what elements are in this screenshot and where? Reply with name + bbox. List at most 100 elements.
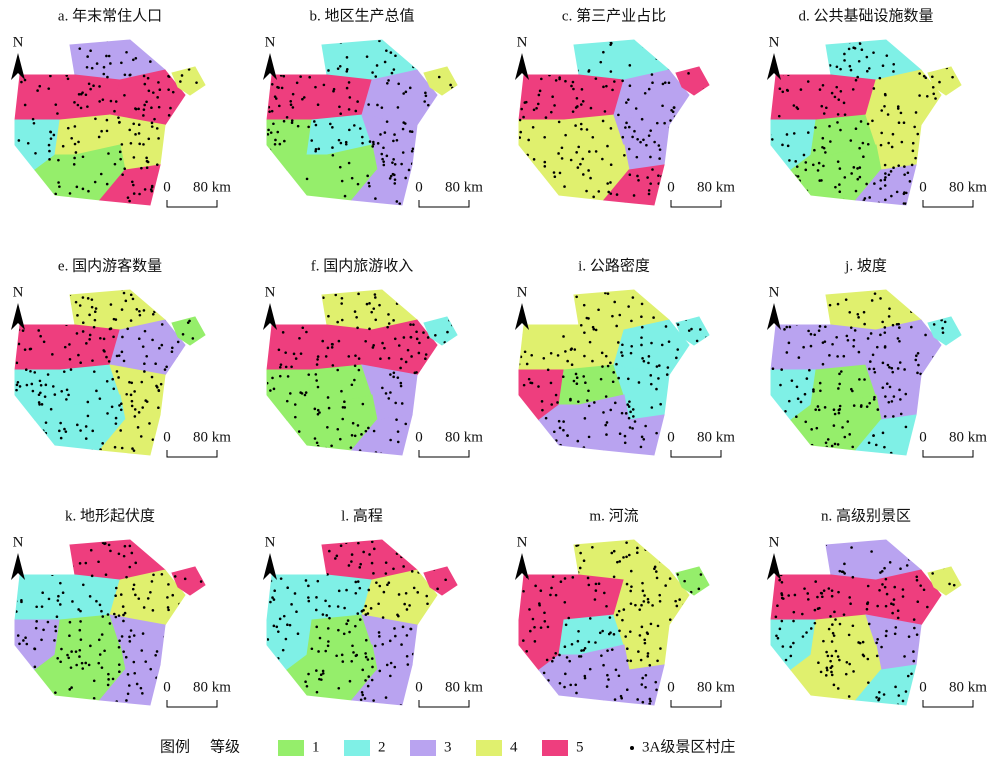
village-dot bbox=[128, 128, 132, 132]
village-dot bbox=[397, 82, 400, 86]
village-dot bbox=[519, 136, 522, 139]
village-dot bbox=[445, 401, 449, 404]
village-dot bbox=[847, 633, 851, 637]
village-dot bbox=[809, 344, 813, 348]
village-dot bbox=[843, 52, 846, 56]
village-dot bbox=[674, 599, 677, 603]
village-dot bbox=[951, 75, 954, 79]
village-dot bbox=[570, 642, 574, 646]
village-dot bbox=[575, 295, 578, 299]
village-dot bbox=[405, 654, 409, 658]
village-dot bbox=[364, 655, 368, 659]
village-dot bbox=[45, 200, 48, 203]
village-dot bbox=[69, 368, 73, 371]
village-dot bbox=[396, 430, 400, 433]
village-dot bbox=[362, 550, 365, 554]
village-dot bbox=[430, 651, 434, 654]
village-dot bbox=[830, 670, 833, 674]
village-dot bbox=[144, 42, 148, 46]
village-dot bbox=[920, 643, 923, 647]
village-dot bbox=[130, 180, 134, 184]
village-dot bbox=[286, 559, 290, 562]
village-dot bbox=[940, 561, 943, 565]
village-dot bbox=[38, 42, 42, 46]
village-dot bbox=[815, 426, 819, 430]
village-dot bbox=[274, 138, 277, 142]
village-dot bbox=[290, 119, 294, 122]
village-dot bbox=[771, 654, 773, 658]
village-dot bbox=[299, 352, 303, 355]
village-dot bbox=[594, 150, 598, 153]
village-dot bbox=[914, 305, 918, 308]
village-dot bbox=[272, 122, 275, 126]
village-dot bbox=[642, 438, 646, 441]
village-dot bbox=[957, 656, 961, 660]
village-dot bbox=[609, 70, 613, 73]
village-dot bbox=[916, 559, 919, 562]
village-dot bbox=[366, 612, 370, 615]
village-dot bbox=[620, 351, 623, 354]
village-dot bbox=[513, 559, 516, 562]
village-dot bbox=[787, 594, 791, 597]
village-dot bbox=[883, 585, 887, 589]
village-dot bbox=[597, 308, 600, 312]
village-dot bbox=[371, 145, 375, 148]
village-dot bbox=[613, 698, 617, 701]
village-dot bbox=[195, 81, 198, 84]
village-dot bbox=[176, 142, 180, 146]
village-dot bbox=[674, 559, 677, 562]
village-dot bbox=[324, 599, 327, 603]
village-dot bbox=[628, 426, 632, 429]
village-dot bbox=[658, 157, 661, 160]
village-dot bbox=[63, 320, 66, 323]
village-dot bbox=[674, 290, 677, 291]
village-dot bbox=[84, 561, 88, 565]
village-dot bbox=[201, 379, 205, 383]
village-dot bbox=[690, 648, 694, 652]
village-dot bbox=[348, 290, 351, 291]
north-arrow bbox=[263, 553, 277, 580]
village-dot bbox=[621, 79, 624, 83]
village-dot bbox=[285, 116, 289, 119]
scale-bar bbox=[418, 450, 470, 458]
village-dot bbox=[792, 610, 796, 614]
village-dot bbox=[151, 438, 155, 441]
village-dot bbox=[404, 591, 408, 595]
scale-length: 80 km bbox=[697, 179, 735, 195]
scale-length: 80 km bbox=[445, 429, 483, 445]
village-dot bbox=[699, 328, 702, 331]
village-dot bbox=[140, 649, 144, 652]
village-dot bbox=[157, 406, 160, 410]
scale-length: 80 km bbox=[949, 679, 987, 695]
village-dot bbox=[158, 199, 162, 202]
village-dot bbox=[314, 123, 318, 127]
village-dot bbox=[174, 646, 177, 650]
village-dot bbox=[143, 103, 146, 107]
village-dot bbox=[314, 149, 317, 153]
village-dot bbox=[70, 650, 73, 653]
village-dot bbox=[132, 192, 136, 195]
village-dot bbox=[328, 604, 331, 608]
village-dot bbox=[112, 335, 115, 339]
village-dot bbox=[781, 143, 784, 147]
village-dot bbox=[345, 56, 349, 59]
village-dot bbox=[813, 621, 817, 625]
village-dot bbox=[828, 303, 832, 307]
village-dot bbox=[691, 646, 695, 649]
village-dot bbox=[61, 591, 65, 595]
village-dot bbox=[301, 326, 305, 330]
village-dot bbox=[871, 353, 875, 357]
village-dot bbox=[118, 639, 121, 642]
village-dot bbox=[816, 595, 819, 599]
village-dot bbox=[143, 329, 147, 333]
village-dot bbox=[587, 640, 591, 644]
village-dot bbox=[915, 578, 919, 582]
village-dot bbox=[539, 315, 543, 318]
village-dot bbox=[321, 672, 325, 675]
village-dot bbox=[579, 323, 583, 327]
village-dot bbox=[621, 135, 625, 139]
village-dot bbox=[905, 46, 909, 50]
village-dot bbox=[890, 400, 894, 403]
village-dot bbox=[9, 192, 12, 195]
village-dot bbox=[415, 452, 419, 455]
